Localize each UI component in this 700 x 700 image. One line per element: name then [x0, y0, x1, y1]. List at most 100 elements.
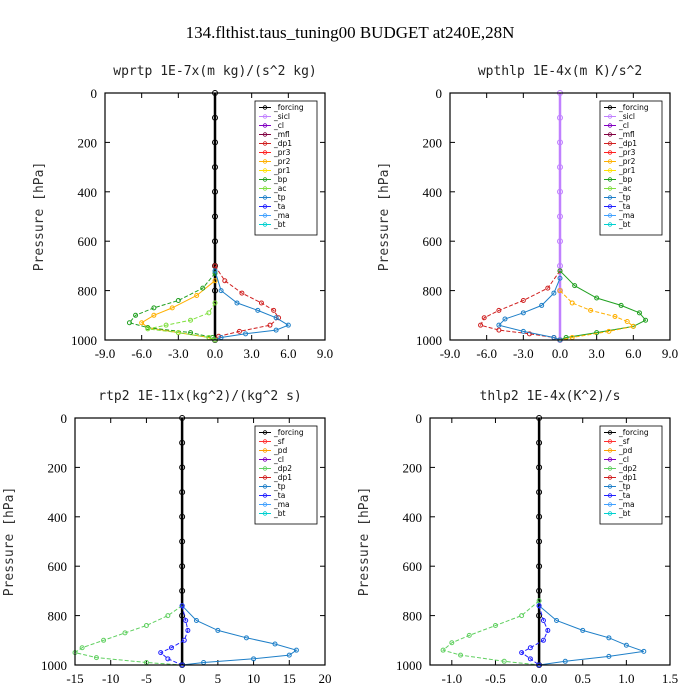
- legend-marker: [262, 511, 268, 516]
- legend-marker: [262, 150, 268, 155]
- legend-marker: [262, 177, 268, 182]
- legend-entry: _ac: [618, 184, 631, 193]
- series-point-pr2: [588, 307, 594, 313]
- series-point-dp1: [239, 290, 245, 296]
- plot-frame: [74, 417, 326, 666]
- series-point-forcing: [179, 587, 186, 594]
- series-point-forcing: [557, 139, 563, 146]
- series-point-dp1: [526, 331, 532, 337]
- legend-entry: _cl: [618, 121, 629, 130]
- legend-marker: [262, 186, 268, 191]
- series-point-forcing: [179, 563, 186, 570]
- x-tick-label: 5: [215, 671, 222, 686]
- series-point-bp: [151, 305, 157, 311]
- legend-entry: _pr3: [618, 148, 636, 157]
- series-point-tp: [641, 648, 647, 654]
- x-tick-label: -15: [66, 671, 83, 686]
- legend-entry: _tp: [273, 482, 286, 491]
- series-point-dp1: [496, 327, 502, 333]
- x-tick-label: -6.0: [476, 346, 497, 361]
- legend-entry: _forcing: [273, 103, 304, 112]
- series-point-tp: [193, 618, 199, 624]
- series-line-ac: [147, 302, 216, 341]
- series-point-tp: [251, 656, 257, 662]
- series-line-bp: [559, 270, 647, 341]
- legend-marker: [262, 484, 268, 489]
- y-tick-label: 600: [403, 559, 423, 574]
- series-point-forcing: [212, 164, 218, 171]
- legend-box: [599, 425, 663, 525]
- legend-marker: [262, 466, 268, 471]
- series-point-dp1: [520, 297, 526, 303]
- series-point-dp1: [481, 315, 487, 321]
- legend-entry: _tp: [618, 193, 631, 202]
- y-tick-label: 400: [423, 185, 443, 200]
- series-point-tp: [562, 658, 568, 664]
- legend-entry: _cl: [273, 455, 284, 464]
- legend-entry: _cl: [273, 121, 284, 130]
- legend-marker: [262, 475, 268, 480]
- series-point-bp: [126, 320, 132, 326]
- series-point-forcing: [212, 139, 218, 146]
- series-point-forcing: [212, 188, 218, 195]
- series-point-ta: [168, 645, 174, 651]
- legend-marker: [262, 114, 268, 119]
- legend-entry: _bt: [273, 220, 286, 229]
- series-point-tp: [606, 653, 612, 659]
- plot-frame: [429, 417, 671, 666]
- series-line-ta: [520, 605, 549, 666]
- legend-entry: _ac: [273, 184, 286, 193]
- x-tick-label: -5: [141, 671, 152, 686]
- series-point-dp1: [267, 322, 273, 328]
- series-point-ta: [519, 650, 525, 656]
- series-point-pr2: [612, 314, 618, 320]
- series-point-pr2: [569, 300, 575, 306]
- legend-entry: _dp1: [618, 139, 637, 148]
- x-tick-label: 0.0: [552, 346, 568, 361]
- series-point-forcing: [557, 213, 563, 220]
- series-point-pr2: [151, 312, 157, 318]
- series-point-bp: [175, 297, 181, 303]
- series-line-dp1: [214, 265, 280, 341]
- series-point-tp: [215, 627, 221, 633]
- series-point-forcing: [536, 587, 543, 594]
- y-tick-label: 0: [61, 411, 68, 426]
- series-point-ta: [183, 618, 189, 624]
- series-point-ta: [179, 603, 185, 609]
- x-tick-label: 0: [179, 671, 186, 686]
- series-point-forcing: [179, 612, 186, 619]
- series-point-dp1: [212, 263, 218, 269]
- legend-marker: [262, 141, 268, 146]
- legend-entry: _dp2: [618, 464, 637, 473]
- legend-entry: _pr1: [273, 166, 291, 175]
- series-point-tp: [293, 647, 299, 653]
- legend-entry: _sicl: [618, 112, 635, 121]
- series-point-dp1: [478, 322, 484, 328]
- series-point-tp: [218, 288, 224, 294]
- series-point-tp: [212, 268, 218, 274]
- legend-entry: _dp1: [273, 139, 292, 148]
- series-point-bp: [643, 317, 649, 323]
- series-point-tp: [580, 627, 586, 633]
- legend-marker: [607, 114, 613, 119]
- series-point-dp1: [222, 278, 228, 284]
- series-point-dp2: [143, 622, 149, 628]
- y-tick-label: 600: [423, 234, 443, 249]
- series-point-ta: [536, 603, 542, 609]
- series-point-dp1: [496, 307, 502, 313]
- series-line-dp2: [442, 600, 540, 666]
- series-point-dp2: [165, 613, 171, 619]
- legend-marker: [607, 150, 613, 155]
- series-point-pr2: [606, 328, 612, 334]
- series-point-tp: [286, 652, 292, 658]
- x-tick-label: -6.0: [131, 346, 152, 361]
- series-line-tp: [181, 605, 298, 666]
- x-tick-label: -3.0: [513, 346, 534, 361]
- series-point-bp: [594, 295, 600, 301]
- series-point-forcing: [212, 114, 218, 121]
- series-line-tp: [538, 605, 644, 666]
- x-tick-label: 10: [247, 671, 260, 686]
- legend-entry: _pd: [618, 446, 633, 455]
- legend-entry: _pr2: [618, 157, 636, 166]
- legend-entry: _dp1: [273, 473, 292, 482]
